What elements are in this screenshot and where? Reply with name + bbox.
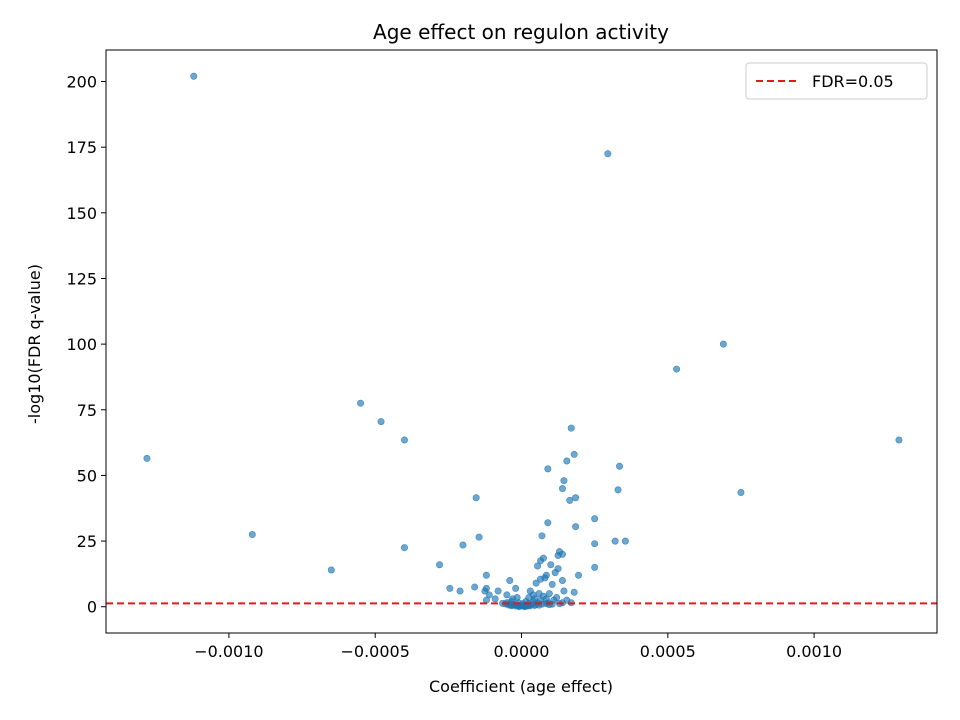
data-point bbox=[563, 457, 571, 465]
y-tick-label: 125 bbox=[66, 269, 97, 288]
data-point bbox=[400, 544, 408, 552]
y-axis: 0 25 50 75 100 125 150 175 200 bbox=[66, 73, 106, 617]
data-point bbox=[566, 496, 574, 504]
data-point bbox=[616, 462, 624, 470]
data-point bbox=[611, 537, 619, 545]
y-tick-label: 50 bbox=[77, 466, 97, 485]
x-tick-label: −0.0005 bbox=[341, 642, 410, 661]
chart-title: Age effect on regulon activity bbox=[373, 20, 669, 44]
data-point bbox=[481, 587, 489, 595]
data-point bbox=[558, 576, 566, 584]
data-point bbox=[547, 561, 555, 569]
x-tick-label: 0.0000 bbox=[494, 642, 550, 661]
data-point bbox=[506, 576, 514, 584]
x-tick-label: 0.0005 bbox=[640, 642, 696, 661]
data-point bbox=[472, 494, 480, 502]
x-axis: −0.0010 −0.0005 0.0000 0.0005 0.0010 bbox=[194, 633, 842, 661]
data-point bbox=[377, 418, 385, 426]
data-point bbox=[551, 569, 559, 577]
y-tick-label: 175 bbox=[66, 138, 97, 157]
data-point bbox=[482, 571, 490, 579]
data-point bbox=[471, 583, 479, 591]
data-point bbox=[532, 579, 540, 587]
data-point bbox=[190, 72, 198, 80]
data-point bbox=[591, 540, 599, 548]
legend-label-fdr: FDR=0.05 bbox=[812, 72, 894, 91]
y-tick-label: 0 bbox=[87, 598, 97, 617]
data-point bbox=[719, 340, 727, 348]
data-point bbox=[537, 557, 545, 565]
data-point bbox=[456, 587, 464, 595]
data-point bbox=[591, 515, 599, 523]
data-point bbox=[548, 580, 556, 588]
y-tick-label: 25 bbox=[77, 532, 97, 551]
data-point bbox=[459, 541, 467, 549]
data-point bbox=[491, 595, 499, 603]
legend-box bbox=[745, 62, 928, 100]
data-point bbox=[143, 454, 151, 462]
data-point bbox=[558, 485, 566, 493]
x-tick-label: 0.0010 bbox=[786, 642, 842, 661]
data-point bbox=[327, 566, 335, 574]
legend: FDR=0.05 bbox=[745, 62, 928, 100]
data-point bbox=[572, 523, 580, 531]
data-point bbox=[614, 486, 622, 494]
y-tick-label: 75 bbox=[77, 401, 97, 420]
data-point bbox=[560, 587, 568, 595]
y-tick-label: 100 bbox=[66, 335, 97, 354]
data-point bbox=[446, 584, 454, 592]
data-point bbox=[621, 537, 629, 545]
data-point bbox=[575, 571, 583, 579]
data-point bbox=[570, 588, 578, 596]
data-point bbox=[537, 575, 545, 583]
data-point bbox=[604, 150, 612, 158]
data-point bbox=[545, 590, 553, 598]
data-point bbox=[544, 465, 552, 473]
y-tick-label: 200 bbox=[66, 73, 97, 92]
data-point bbox=[494, 587, 502, 595]
data-point bbox=[737, 488, 745, 496]
data-point bbox=[357, 399, 365, 407]
data-point bbox=[534, 562, 542, 570]
y-tick-label: 150 bbox=[66, 204, 97, 223]
data-point bbox=[485, 591, 493, 599]
data-point bbox=[895, 436, 903, 444]
data-point bbox=[538, 532, 546, 540]
data-point bbox=[591, 563, 599, 571]
data-point bbox=[503, 591, 511, 599]
data-point bbox=[673, 365, 681, 373]
data-point bbox=[554, 552, 562, 560]
data-point bbox=[248, 531, 256, 539]
data-point bbox=[544, 519, 552, 527]
x-axis-label: Coefficient (age effect) bbox=[429, 677, 613, 696]
data-point bbox=[570, 450, 578, 458]
x-tick-label: −0.0010 bbox=[194, 642, 263, 661]
y-axis-label: -log10(FDR q-value) bbox=[25, 264, 44, 424]
data-point bbox=[567, 424, 575, 432]
data-point bbox=[400, 436, 408, 444]
data-point bbox=[475, 533, 483, 541]
data-point bbox=[512, 584, 520, 592]
data-point bbox=[436, 561, 444, 569]
data-point bbox=[572, 494, 580, 502]
data-point bbox=[560, 477, 568, 485]
